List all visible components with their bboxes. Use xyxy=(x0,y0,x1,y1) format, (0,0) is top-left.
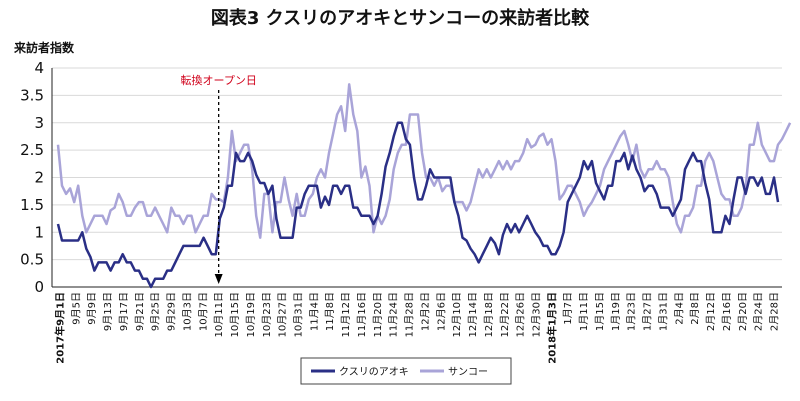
x-tick-label: 2018年1月3日 xyxy=(545,292,558,364)
annotation-arrowhead xyxy=(214,274,223,284)
y-axis-label: 来訪者指数 xyxy=(13,40,75,55)
x-tick-label: 9月5日 xyxy=(70,292,82,325)
legend-label-series-1: クスリのアオキ xyxy=(339,366,409,378)
x-tick-label: 2月4日 xyxy=(673,292,685,325)
x-tick-label: 1月11日 xyxy=(578,292,590,331)
x-tick-label: 1月7日 xyxy=(562,292,574,325)
x-tick-label: 2017年9月1日 xyxy=(54,292,67,364)
legend-box xyxy=(300,357,512,385)
x-tick-label: 10月19日 xyxy=(245,292,257,337)
y-tick-labels: 0 0.5 1 1.5 2 2.5 3 3.5 4 xyxy=(20,59,44,296)
y-tick-label: 1 xyxy=(34,223,44,241)
x-tick-label: 9月29日 xyxy=(166,292,178,331)
x-tick-label: 2月16日 xyxy=(721,292,733,331)
x-tick-label: 1月27日 xyxy=(642,292,654,331)
x-tick-label: 12月18日 xyxy=(483,292,495,337)
x-tick-label: 11月28日 xyxy=(404,292,416,337)
x-tick-label: 12月10日 xyxy=(451,292,463,337)
x-tick-label: 12月26日 xyxy=(515,292,527,337)
legend-label-series-2: サンコー xyxy=(448,366,488,378)
x-tick-label: 2月12日 xyxy=(705,292,717,331)
x-tick-label: 1月23日 xyxy=(626,292,638,331)
x-tick-label: 12月22日 xyxy=(499,292,511,337)
x-tick-label: 2月20日 xyxy=(737,292,749,331)
x-tick-label: 9月13日 xyxy=(102,292,114,331)
x-tick-label: 10月27日 xyxy=(277,292,289,337)
x-tick-label: 12月14日 xyxy=(467,292,479,337)
y-tick-label: 0.5 xyxy=(20,251,44,269)
x-tick-label: 10月3日 xyxy=(181,292,193,331)
annotation: 転換オープン日 xyxy=(180,74,257,284)
x-tick-label: 10月23日 xyxy=(261,292,273,337)
y-tick-label: 2 xyxy=(34,169,44,187)
x-tick-label: 2月24日 xyxy=(753,292,765,331)
x-tick-label: 12月2日 xyxy=(419,292,431,331)
y-tick-label: 0 xyxy=(34,278,44,296)
x-tick-label: 11月16日 xyxy=(356,292,368,337)
y-tick-label: 1.5 xyxy=(20,196,44,214)
axes xyxy=(51,68,782,288)
x-tick-label: 10月7日 xyxy=(197,292,209,331)
y-tick-label: 2.5 xyxy=(20,141,44,159)
x-tick-labels: 2017年9月1日 9月5日 9月9日 9月13日 9月17日 9月21日 9月25日 9月2… xyxy=(54,292,781,364)
x-tick-label: 11月24日 xyxy=(388,292,400,337)
x-tick-label: 9月17日 xyxy=(118,292,130,331)
y-tick-label: 3 xyxy=(34,114,44,132)
series-line-2 xyxy=(56,83,792,239)
x-tick-label: 2月28日 xyxy=(769,292,781,331)
x-tick-label: 10月31日 xyxy=(293,292,305,337)
x-tick-label: 11月12日 xyxy=(340,292,352,337)
x-tick-label: 1月19日 xyxy=(610,292,622,331)
x-tick-label: 11月20日 xyxy=(372,292,384,337)
y-tick-label: 3.5 xyxy=(20,86,44,104)
x-tick-label: 10月11日 xyxy=(213,292,225,337)
x-tick-label: 9月9日 xyxy=(86,292,98,325)
gridlines xyxy=(52,67,782,261)
series-lines xyxy=(56,83,792,289)
x-tick-label: 10月15日 xyxy=(229,292,241,337)
x-tick-label: 9月25日 xyxy=(150,292,162,331)
legend: クスリのアオキ サンコー xyxy=(300,357,512,385)
x-tick-label: 1月15日 xyxy=(594,292,606,331)
y-tick-label: 4 xyxy=(34,59,44,77)
chart-title: 図表3 クスリのアオキとサンコーの来訪者比較 xyxy=(211,7,590,29)
x-tick-label: 1月31日 xyxy=(657,292,669,331)
x-tick-label: 11月8日 xyxy=(324,292,336,331)
x-tick-label: 9月21日 xyxy=(134,292,146,331)
annotation-label: 転換オープン日 xyxy=(180,74,256,87)
x-tick-label: 2月8日 xyxy=(689,292,701,325)
x-tick-label: 12月30日 xyxy=(531,292,543,337)
series-line-1 xyxy=(56,121,780,289)
x-tick-label: 11月4日 xyxy=(308,292,320,331)
x-tick-label: 12月6日 xyxy=(435,292,447,331)
